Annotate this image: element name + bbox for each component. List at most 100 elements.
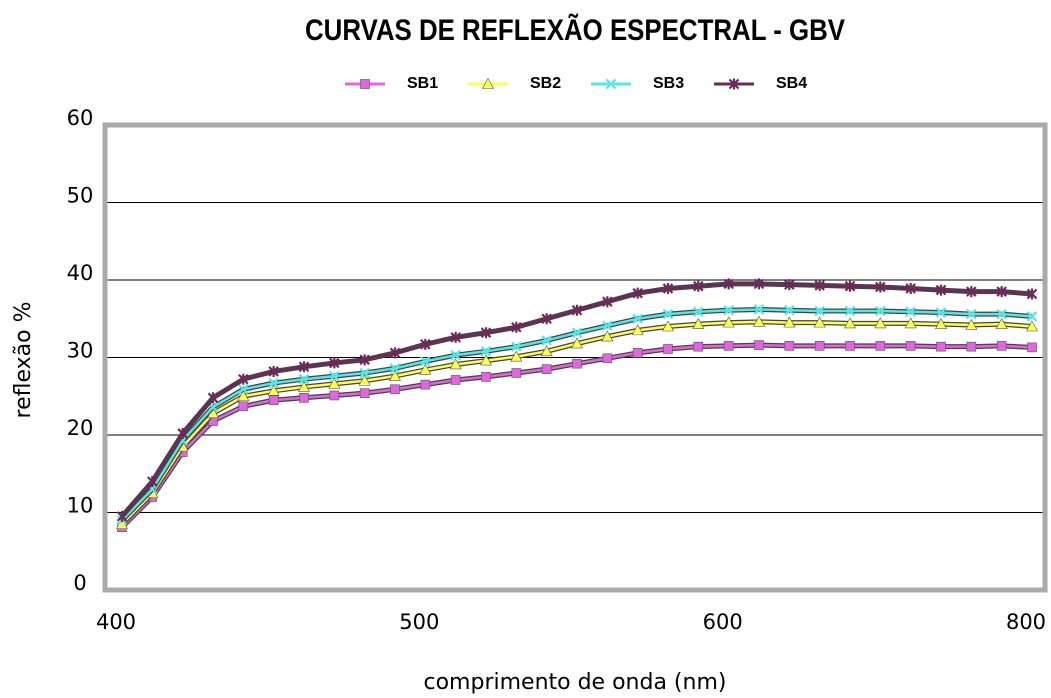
chart-title: CURVAS DE REFLEXÃO ESPECTRAL - GBV (305, 13, 845, 47)
marker (935, 284, 947, 296)
marker (450, 349, 461, 361)
marker (723, 278, 734, 290)
marker (268, 365, 279, 377)
marker (541, 313, 552, 325)
marker (541, 364, 552, 374)
marker (359, 367, 370, 379)
marker (996, 286, 1007, 298)
plot-frame (102, 122, 1048, 593)
marker (329, 357, 340, 369)
marker (632, 313, 643, 325)
marker (602, 296, 613, 308)
x-tick-label: 400 (96, 610, 136, 634)
marker (905, 341, 916, 351)
marker (693, 306, 704, 318)
marker (723, 304, 734, 316)
marker (116, 510, 128, 522)
marker (814, 279, 825, 291)
marker (328, 377, 341, 389)
marker (329, 370, 340, 382)
marker (784, 279, 795, 291)
marker (966, 341, 977, 352)
marker (875, 281, 886, 293)
marker (752, 315, 766, 327)
y-tick-label: 20 (67, 416, 94, 440)
marker (662, 308, 674, 320)
marker (814, 305, 825, 317)
marker (572, 358, 582, 369)
marker (480, 346, 492, 357)
marker (420, 338, 431, 350)
marker (571, 304, 583, 316)
marker (966, 286, 977, 298)
marker (813, 316, 826, 328)
marker (1027, 342, 1037, 353)
marker (540, 345, 553, 357)
line-outline (120, 342, 1033, 529)
marker (268, 395, 279, 405)
marker (784, 341, 795, 351)
y-tick-label: 0 (73, 571, 86, 595)
marker (511, 341, 522, 352)
legend-marker (728, 78, 740, 90)
marker (450, 331, 461, 343)
marker (905, 283, 916, 295)
marker (601, 330, 614, 342)
marker (237, 390, 250, 402)
marker (784, 304, 795, 316)
marker (449, 358, 462, 370)
y-tick-label: 50 (67, 184, 94, 208)
marker (238, 373, 249, 385)
marker (1026, 311, 1038, 322)
y-tick-label: 40 (67, 261, 94, 285)
marker (359, 388, 370, 398)
marker (389, 363, 401, 374)
marker (511, 368, 522, 378)
marker (510, 350, 523, 362)
marker (298, 373, 310, 385)
marker (753, 304, 765, 315)
marker (299, 392, 309, 403)
marker (479, 354, 493, 366)
line (121, 343, 1033, 529)
marker (571, 327, 583, 338)
legend-marker (481, 77, 495, 89)
marker (753, 278, 765, 290)
marker (358, 374, 371, 386)
series (116, 304, 1038, 526)
marker (844, 305, 856, 317)
y-tick-label: 10 (67, 494, 94, 518)
marker (631, 324, 644, 336)
legend-label: SB4 (776, 75, 807, 92)
marker (268, 377, 279, 389)
marker (754, 340, 764, 350)
marker (602, 353, 613, 364)
marker (722, 316, 735, 328)
marker (267, 384, 280, 396)
marker (329, 390, 340, 401)
marker (541, 335, 552, 346)
marker (177, 427, 188, 439)
marker (996, 308, 1007, 320)
marker (965, 318, 978, 330)
y-tick-label: 30 (67, 339, 94, 363)
marker (298, 361, 310, 373)
marker (662, 283, 674, 295)
marker (692, 318, 705, 329)
marker (632, 348, 643, 358)
legend-marker (605, 78, 617, 90)
marker (874, 317, 887, 329)
marker (936, 341, 946, 352)
marker (238, 383, 249, 395)
marker (935, 307, 947, 318)
series (116, 278, 1038, 522)
marker (389, 347, 401, 359)
legend-label: SB1 (407, 75, 438, 92)
marker (420, 356, 431, 367)
marker (693, 341, 704, 352)
marker (843, 317, 857, 329)
line (121, 282, 1033, 518)
line-outline (120, 281, 1033, 519)
marker (388, 369, 402, 381)
